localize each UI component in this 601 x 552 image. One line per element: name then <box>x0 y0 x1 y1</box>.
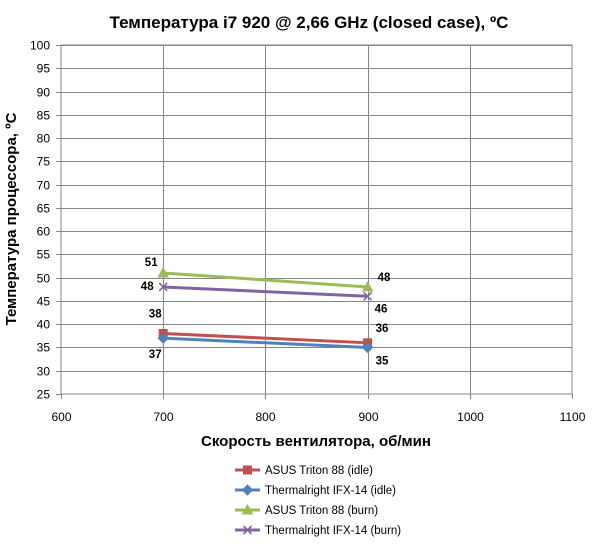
y-tick-label: 85 <box>37 109 51 123</box>
y-tick-label: 75 <box>37 155 51 169</box>
legend-marker <box>243 465 252 475</box>
data-point <box>158 282 168 292</box>
series-line <box>163 271 368 289</box>
legend: ASUS Triton 88 (idle) Thermalright IFX-14… <box>235 465 401 537</box>
y-tick-label: 45 <box>37 295 51 309</box>
legend-marker <box>241 484 254 496</box>
legend-label: ASUS Triton 88 (idle) <box>265 465 373 477</box>
y-tick-label: 90 <box>37 86 51 100</box>
y-axis-title: Температура процессора, ºC <box>3 112 20 325</box>
data-label: 48 <box>141 281 154 293</box>
data-point <box>361 280 374 292</box>
y-tick-label: 60 <box>37 225 51 239</box>
legend-label: Thermalright IFX-14 (burn) <box>265 525 401 537</box>
y-tick-label: 80 <box>37 132 51 146</box>
data-point <box>157 332 169 344</box>
plot-frame <box>60 44 573 395</box>
x-tick-label: 900 <box>358 410 378 424</box>
data-label: 37 <box>149 349 162 361</box>
legend-marker <box>241 503 254 515</box>
y-tick-label: 65 <box>37 202 51 216</box>
data-label: 38 <box>149 309 162 321</box>
plot-area: 25 30 35 40 45 50 55 60 65 70 75 80 85 90 95 100 600 700 8… <box>30 39 586 425</box>
x-tick-label: 1000 <box>457 410 484 424</box>
legend-label: Thermalright IFX-14 (idle) <box>265 485 396 497</box>
x-tick-label: 700 <box>153 410 173 424</box>
x-tick-label: 600 <box>51 410 71 424</box>
y-tick-label: 70 <box>37 179 51 193</box>
legend-marker <box>242 525 253 535</box>
data-label: 35 <box>376 355 389 367</box>
y-tick-label: 95 <box>37 62 51 76</box>
chart-title: Температура i7 920 @ 2,66 GHz (closed ca… <box>110 13 509 32</box>
series-line <box>163 336 368 349</box>
y-tick-label: 30 <box>37 365 51 379</box>
x-axis-title: Скорость вентилятора, об/мин <box>201 433 431 450</box>
x-tick-label: 800 <box>255 410 275 424</box>
data-label: 36 <box>376 323 389 335</box>
legend-label: ASUS Triton 88 (burn) <box>265 505 378 517</box>
data-label: 48 <box>378 272 391 284</box>
data-label: 51 <box>145 257 158 269</box>
data-point <box>157 266 170 278</box>
y-tick-label: 55 <box>37 248 51 262</box>
y-tick-label: 50 <box>37 272 51 286</box>
series-line <box>163 332 368 345</box>
y-tick-label: 40 <box>37 318 51 332</box>
series-line <box>163 285 368 298</box>
data-point <box>363 291 373 301</box>
x-tick-label: 1100 <box>560 410 586 424</box>
data-label: 46 <box>375 303 388 315</box>
y-tick-label: 35 <box>37 341 51 355</box>
y-tick-label: 100 <box>30 39 50 53</box>
y-tick-label: 25 <box>37 388 51 402</box>
data-point <box>361 341 374 354</box>
